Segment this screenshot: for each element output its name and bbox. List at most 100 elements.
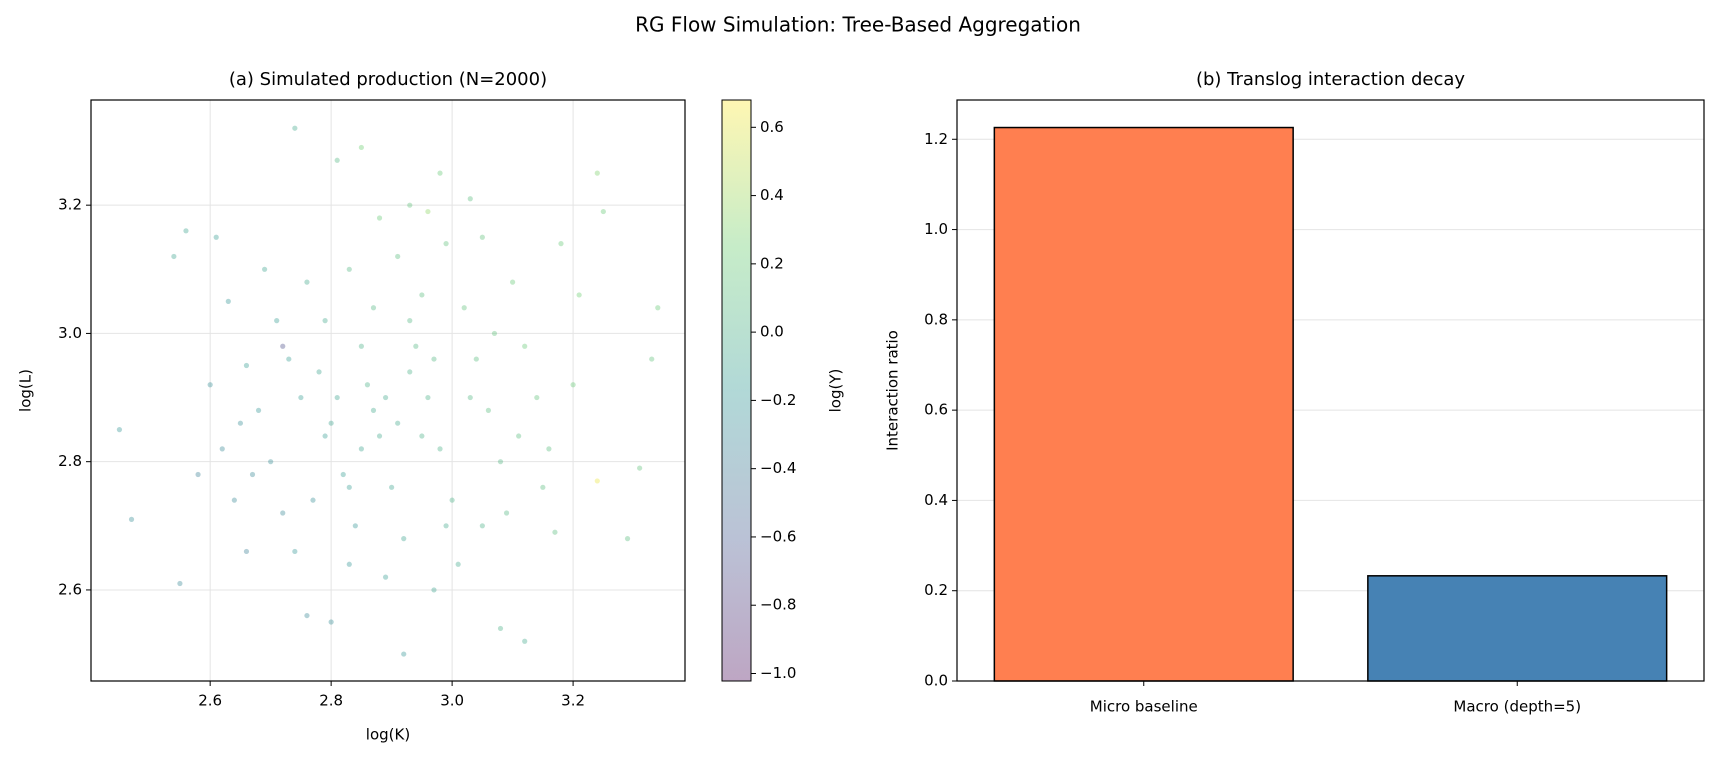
scatter-point <box>358 446 364 452</box>
scatter-point <box>128 516 135 522</box>
scatter-point <box>334 157 340 163</box>
x-tick-label: 2.8 <box>319 692 343 710</box>
scatter-point <box>407 318 413 324</box>
scatter-point <box>479 234 485 240</box>
y-tick-label: 0.0 <box>924 672 948 690</box>
scatter-point <box>292 125 298 131</box>
y-tick-label: 0.8 <box>924 310 948 328</box>
scatter-point <box>491 330 498 337</box>
scatter-point <box>419 292 425 298</box>
scatter-point <box>419 433 425 439</box>
scatter-point <box>461 305 467 311</box>
scatter-point <box>376 433 383 439</box>
plot-frame <box>90 99 686 682</box>
scatter-point <box>516 433 522 439</box>
colorbar-tick-label: −0.2 <box>760 391 796 409</box>
scatter-point <box>576 292 582 298</box>
scatter-point <box>292 548 298 555</box>
scatter-point <box>443 523 449 529</box>
scatter-point <box>600 208 606 215</box>
scatter-point <box>207 382 213 388</box>
scatter-point <box>370 305 377 311</box>
scatter-point <box>425 394 431 401</box>
scatter-point <box>195 471 201 478</box>
scatter-point <box>485 407 492 413</box>
y-tick-label: 3.2 <box>58 196 82 214</box>
colorbar-tick-label: −0.4 <box>760 459 796 477</box>
scatter-point <box>358 144 364 151</box>
scatter-point <box>510 279 516 285</box>
colorbar-label: log(Y) <box>827 369 845 413</box>
scatter-point <box>552 529 558 535</box>
scatter-point <box>382 394 389 401</box>
y-tick-label: 1.0 <box>924 220 948 238</box>
scatter-point <box>358 343 364 349</box>
scatter-point <box>316 369 322 375</box>
scatter-point <box>346 484 352 490</box>
scatter-point <box>407 369 413 375</box>
y-tick-label: 2.8 <box>58 452 82 470</box>
scatter-point <box>183 228 189 234</box>
scatter-point <box>280 343 286 349</box>
scatter-point <box>328 619 334 625</box>
scatter-point <box>322 318 328 324</box>
scatter-point <box>546 446 552 452</box>
x-tick-label: 3.2 <box>561 692 585 710</box>
scatter-point <box>304 279 310 285</box>
scatter-point <box>497 625 504 632</box>
scatter-point <box>395 253 401 260</box>
y-tick-label: 0.2 <box>924 581 948 599</box>
scatter-point <box>322 433 328 439</box>
scatter-point <box>382 574 389 580</box>
scatter-point <box>594 478 600 484</box>
scatter-point <box>346 266 352 272</box>
scatter-point <box>437 170 443 176</box>
scatter-point <box>171 253 177 260</box>
scatter-point <box>594 170 600 176</box>
colorbar-tick-label: −1.0 <box>760 664 796 682</box>
scatter-point <box>370 407 377 413</box>
scatter-point <box>473 356 479 362</box>
colorbar-tick-label: 0.6 <box>760 118 784 136</box>
scatter-point <box>467 196 473 202</box>
scatter-point <box>437 446 443 452</box>
scatter-point <box>280 510 286 516</box>
scatter-point <box>467 394 473 401</box>
scatter-point <box>298 394 304 401</box>
scatter-point <box>389 484 395 490</box>
scatter-point <box>637 465 643 471</box>
scatter-point <box>407 202 413 208</box>
scatter-point <box>376 215 383 221</box>
x-axis-label: log(K) <box>366 726 410 744</box>
scatter-point <box>225 298 231 304</box>
x-tick-label: Macro (depth=5) <box>1453 698 1581 716</box>
scatter-point <box>449 497 455 503</box>
scatter-point <box>479 523 485 529</box>
scatter-point <box>413 343 419 349</box>
scatter-point <box>237 420 244 426</box>
y-tick-label: 3.0 <box>58 324 82 342</box>
scatter-point <box>624 536 631 542</box>
scatter-point <box>364 382 371 388</box>
scatter-point <box>522 638 528 644</box>
scatter-point <box>177 580 183 587</box>
scatter-point <box>401 651 407 657</box>
x-tick-label: 3.0 <box>440 692 464 710</box>
scatter-point <box>540 484 546 490</box>
bar <box>993 126 1294 682</box>
scatter-point <box>213 234 219 240</box>
scatter-point <box>328 420 334 426</box>
scatter-point <box>340 471 346 478</box>
axis-title: (b) Translog interaction decay <box>1196 69 1465 90</box>
scatter-point <box>346 561 352 567</box>
bar <box>1367 575 1668 682</box>
colorbar <box>721 99 752 682</box>
colorbar-tick-label: 0.2 <box>760 254 784 272</box>
scatter-point <box>243 362 250 369</box>
figure-title: RG Flow Simulation: Tree-Based Aggregati… <box>635 13 1081 37</box>
scatter-point <box>401 536 407 542</box>
scatter-point <box>243 548 250 555</box>
scatter-point <box>249 471 256 478</box>
scatter-point <box>443 241 449 247</box>
